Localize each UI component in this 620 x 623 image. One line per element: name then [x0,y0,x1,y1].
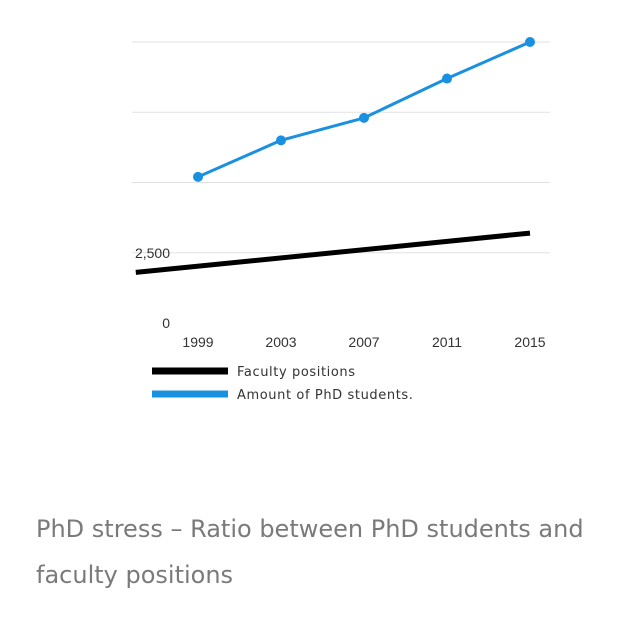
data-point [193,171,203,182]
line-chart: 0 2,500 1999 2003 2007 2011 2015 Faculty posi… [132,37,550,403]
data-point [442,73,452,84]
legend: Faculty positions Amount of PhD students. [152,365,414,403]
x-axis-tick-labels: 1999 2003 2007 2011 2015 [182,334,545,350]
x-tick-label: 2007 [348,334,379,350]
series-line-1 [135,230,531,275]
x-tick-label: 2015 [514,334,545,350]
y-tick-label: 0 [162,315,170,331]
data-point [525,37,535,47]
legend-label: Faculty positions [237,365,356,380]
chart: 0 2,500 1999 2003 2007 2011 2015 Faculty posi… [132,37,550,403]
figure-caption: PhD stress – Ratio between PhD students … [36,515,584,589]
y-axis-tick-labels: 0 2,500 [135,245,170,331]
gridlines [132,41,550,254]
data-point [359,112,369,123]
x-tick-label: 2003 [265,334,296,350]
data-point [276,135,286,146]
y-tick-label: 2,500 [135,245,170,261]
series-line-2 [197,40,531,179]
legend-label: Amount of PhD students. [237,388,414,403]
x-tick-label: 2011 [432,334,462,350]
x-tick-label: 1999 [182,334,213,350]
series-lines [135,37,535,275]
